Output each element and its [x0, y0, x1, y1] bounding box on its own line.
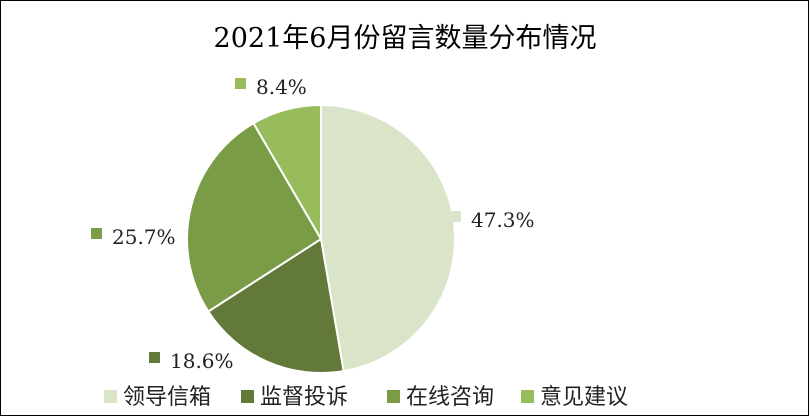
legend-label: 意见建议: [540, 385, 628, 410]
data-label: 25.7%: [112, 225, 176, 249]
pie-slices: [186, 103, 457, 374]
legend-label: 在线咨询: [406, 385, 494, 410]
data-label: 18.6%: [170, 349, 234, 373]
pie-slice-在线咨询: [186, 121, 323, 313]
legend-label: 领导信箱: [123, 385, 211, 410]
data-label-marker: [450, 211, 461, 222]
legend-swatch: [387, 390, 400, 403]
data-label-marker: [235, 78, 246, 89]
legend-swatch: [104, 390, 117, 403]
data-label-marker: [91, 228, 102, 239]
chart-title: 2021年6月份留言数量分布情况: [214, 23, 597, 54]
legend-label: 监督投诉: [260, 385, 348, 410]
data-label: 47.3%: [471, 208, 535, 232]
pie-slice-意见建议: [252, 103, 322, 243]
data-label-marker: [149, 352, 160, 363]
legend-swatch: [241, 390, 254, 403]
data-label: 8.4%: [256, 75, 307, 99]
pie-slice-领导信箱: [320, 103, 457, 373]
data-labels: 47.3% 18.6% 25.7% 8.4%: [91, 75, 535, 373]
legend-swatch: [521, 390, 534, 403]
pie-slice-监督投诉: [206, 237, 345, 374]
legend: 领导信箱 监督投诉 在线咨询 意见建议: [104, 385, 628, 410]
